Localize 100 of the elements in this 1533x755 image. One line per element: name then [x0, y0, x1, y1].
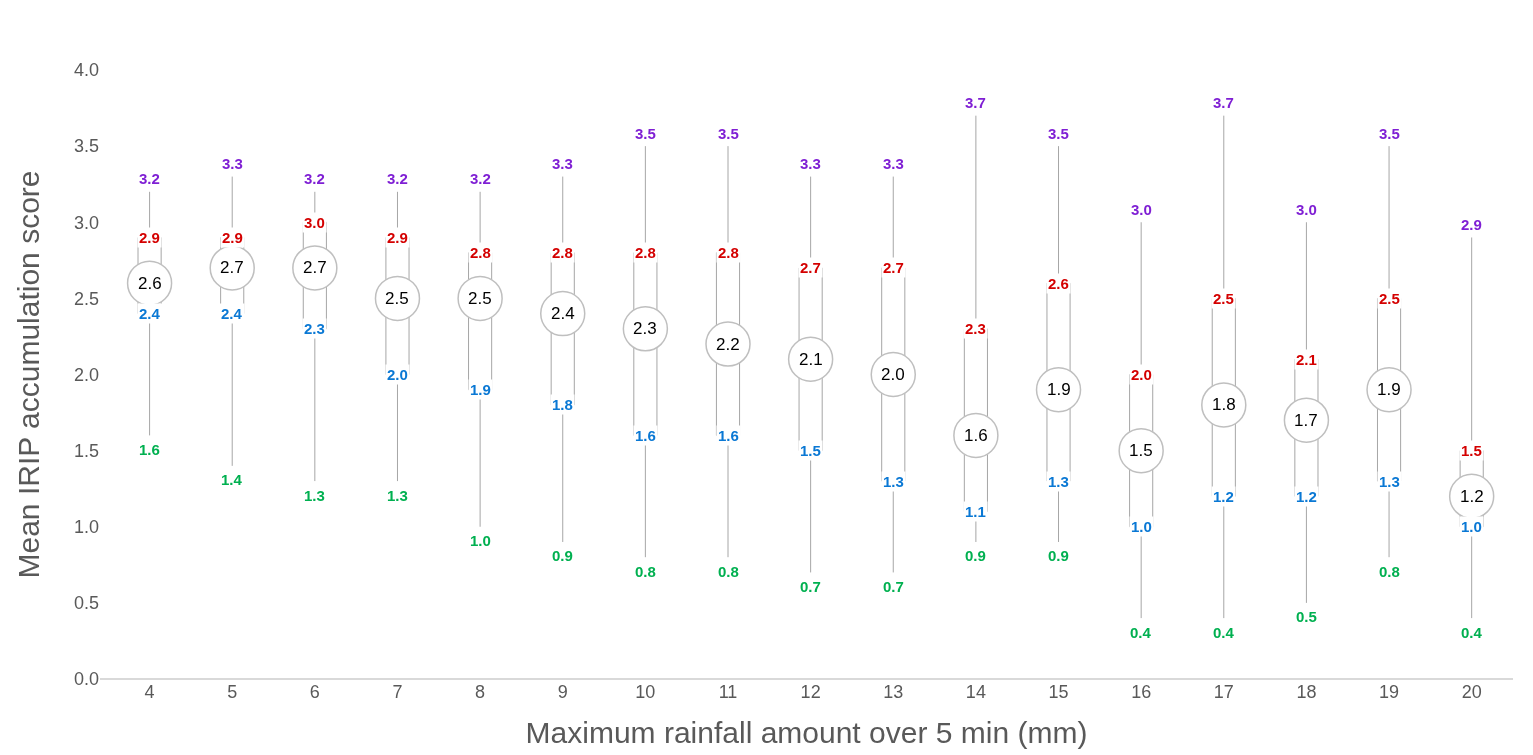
- y-tick-label: 0.0: [73, 669, 99, 690]
- annotation: 2.1: [799, 350, 823, 369]
- x-tick-label: 8: [475, 682, 486, 702]
- annotation: 2.3: [304, 320, 325, 337]
- annotation: 2.0: [881, 365, 905, 384]
- annotation: 1.6: [718, 427, 739, 444]
- annotation: 1.6: [635, 427, 656, 444]
- annotation: 2.0: [387, 366, 408, 383]
- annotation: 1.0: [1131, 518, 1152, 535]
- annotation: 0.9: [552, 547, 573, 564]
- annotation: 0.8: [718, 563, 739, 580]
- x-tick-label: 7: [392, 682, 403, 702]
- annotation: 3.7: [1213, 94, 1234, 111]
- annotation: 2.0: [1131, 366, 1152, 383]
- x-tick-label: 12: [800, 682, 821, 702]
- x-tick-label: 20: [1461, 682, 1482, 702]
- annotation: 2.5: [385, 289, 409, 308]
- annotation: 2.4: [139, 305, 161, 322]
- annotation: 3.5: [635, 125, 656, 142]
- annotation: 2.9: [1461, 216, 1482, 233]
- x-tick-label: 6: [309, 682, 320, 702]
- annotation: 3.2: [139, 170, 160, 187]
- annotation: 1.9: [1047, 380, 1071, 399]
- annotation: 2.5: [1379, 290, 1400, 307]
- x-tick-label: 5: [227, 682, 238, 702]
- annotation: 1.0: [1461, 518, 1482, 535]
- annotation: 3.0: [1296, 201, 1317, 218]
- annotation: 3.0: [1131, 201, 1152, 218]
- annotation: 0.5: [1296, 608, 1317, 625]
- annotation: 1.5: [800, 442, 821, 459]
- x-tick-label: 18: [1296, 682, 1317, 702]
- annotation: 1.3: [883, 473, 904, 490]
- annotation: 0.8: [1379, 563, 1400, 580]
- annotation: 1.9: [1377, 380, 1401, 399]
- x-tick-label: 15: [1048, 682, 1069, 702]
- annotation: 2.8: [552, 244, 573, 261]
- annotation: 2.7: [303, 258, 327, 277]
- annotation: 2.7: [220, 258, 244, 277]
- annotation: 0.4: [1461, 624, 1483, 641]
- annotation: 0.4: [1130, 624, 1152, 641]
- annotation: 1.3: [304, 487, 325, 504]
- annotation: 1.5: [1129, 441, 1153, 460]
- x-tick-label: 10: [635, 682, 656, 702]
- annotation: 1.0: [470, 532, 491, 549]
- annotation: 3.5: [1048, 125, 1069, 142]
- annotation: 1.2: [1460, 487, 1484, 506]
- y-tick-label: 1.0: [73, 517, 99, 538]
- x-tick-label: 19: [1379, 682, 1400, 702]
- annotation: 3.7: [965, 94, 986, 111]
- annotation: 0.8: [635, 563, 656, 580]
- annotation: 1.3: [387, 487, 408, 504]
- annotation: 0.7: [800, 578, 821, 595]
- annotation: 2.4: [221, 305, 243, 322]
- annotation: 1.5: [1461, 442, 1482, 459]
- annotation: 1.4: [221, 471, 243, 488]
- x-tick-label: 4: [144, 682, 155, 702]
- annotation: 3.2: [470, 170, 491, 187]
- annotation: 3.5: [1379, 125, 1400, 142]
- annotation: 2.3: [633, 319, 657, 338]
- annotation: 1.3: [1379, 473, 1400, 490]
- y-axis-title: Mean IRIP accumulation score: [11, 170, 45, 579]
- annotation: 1.3: [1048, 473, 1069, 490]
- annotation: 3.5: [718, 125, 739, 142]
- annotation: 2.5: [1213, 290, 1234, 307]
- annotation: 0.4: [1213, 624, 1235, 641]
- annotation: 2.2: [716, 335, 740, 354]
- annotation: 2.8: [718, 244, 739, 261]
- annotation: 2.7: [800, 259, 821, 276]
- annotation: 3.2: [304, 170, 325, 187]
- annotation: 2.1: [1296, 351, 1317, 368]
- annotation: 2.6: [1048, 275, 1069, 292]
- x-tick-label: 17: [1213, 682, 1234, 702]
- annotation: 2.9: [222, 229, 243, 246]
- annotation: 2.5: [468, 289, 492, 308]
- y-tick-label: 0.5: [73, 593, 99, 614]
- annotation: 3.3: [552, 155, 573, 172]
- annotation: 3.3: [883, 155, 904, 172]
- annotation: 1.2: [1213, 488, 1234, 505]
- x-tick-label: 16: [1131, 682, 1152, 702]
- annotation: 3.0: [304, 214, 325, 231]
- annotation: 0.7: [883, 578, 904, 595]
- x-tick-label: 11: [718, 682, 738, 702]
- annotation: 1.6: [964, 426, 988, 445]
- y-tick-label: 3.5: [73, 136, 99, 157]
- annotation: 1.8: [1212, 395, 1236, 414]
- annotation: 3.2: [387, 170, 408, 187]
- annotation: 1.7: [1294, 411, 1318, 430]
- x-axis-title: Maximum rainfall amount over 5 min (mm): [525, 715, 1088, 749]
- x-tick-label: 14: [965, 682, 986, 702]
- annotation: 1.2: [1296, 488, 1317, 505]
- annotation: 1.8: [552, 396, 573, 413]
- annotation: 3.3: [222, 155, 243, 172]
- annotation: 2.8: [635, 244, 656, 261]
- x-tick-label: 9: [557, 682, 568, 702]
- x-tick-label: 13: [883, 682, 904, 702]
- annotation: 2.8: [470, 244, 491, 261]
- annotation: 1.1: [965, 503, 986, 520]
- annotation: 3.3: [800, 155, 821, 172]
- y-tick-label: 1.5: [73, 440, 99, 461]
- annotation: 1.6: [139, 441, 160, 458]
